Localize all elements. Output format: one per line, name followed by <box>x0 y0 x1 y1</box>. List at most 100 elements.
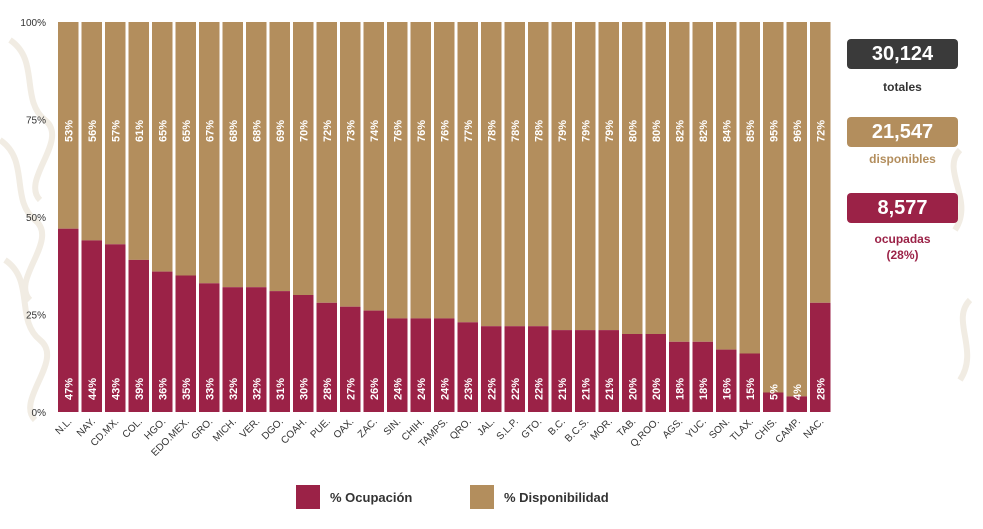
bar-label-occupied: 20% <box>627 378 639 400</box>
bar-occupied <box>622 334 643 412</box>
legend-available: % Disponibilidad <box>470 485 609 509</box>
bar-available <box>340 22 361 307</box>
bar-occupied <box>293 295 314 412</box>
bar-label-occupied: 35% <box>181 378 193 400</box>
bar-label-available: 84% <box>721 120 733 142</box>
bar-occupied <box>105 244 126 412</box>
occupied-caption-line1: ocupadas <box>874 232 931 246</box>
legend-occupied: % Ocupación <box>296 485 412 509</box>
bar-available <box>175 22 196 276</box>
bar-available <box>434 22 455 319</box>
bar-label-available: 77% <box>463 120 475 142</box>
bar-occupied <box>175 275 196 412</box>
bar-available <box>269 22 290 292</box>
bar-occupied <box>481 326 502 412</box>
bar-label-occupied: 22% <box>533 378 545 400</box>
x-category-label: MOR. <box>589 416 615 442</box>
bar-available <box>293 22 314 295</box>
bar-available <box>481 22 502 327</box>
bar-label-occupied: 28% <box>815 378 827 400</box>
bar-occupied <box>434 318 455 412</box>
bar-occupied <box>58 228 79 412</box>
bar-label-available: 76% <box>416 120 428 142</box>
bar-label-available: 68% <box>251 120 263 142</box>
bar-available <box>199 22 220 284</box>
total-value-box: 30,124 <box>847 39 958 69</box>
bar-label-occupied: 47% <box>63 378 75 400</box>
bar-label-occupied: 32% <box>251 378 263 400</box>
bar-label-available: 79% <box>604 120 616 142</box>
bar-label-available: 65% <box>157 120 169 142</box>
bar-occupied <box>128 259 149 412</box>
bar-available <box>222 22 243 288</box>
bar-occupied <box>739 353 760 412</box>
occupied-value-box: 8,577 <box>847 193 958 223</box>
x-category-label: COAH. <box>279 416 309 446</box>
bar-occupied <box>575 330 596 412</box>
occupied-caption: ocupadas (28%) <box>847 231 958 263</box>
bar-label-available: 96% <box>792 120 804 142</box>
bar-occupied <box>363 310 384 412</box>
bar-label-available: 61% <box>134 120 146 142</box>
bar-available <box>128 22 149 260</box>
legend-available-label: % Disponibilidad <box>504 489 609 505</box>
bar-available <box>246 22 267 288</box>
x-category-label: ZAC. <box>356 416 380 440</box>
bar-available <box>105 22 126 245</box>
bar-label-available: 79% <box>557 120 569 142</box>
y-tick-label: 100% <box>20 18 46 29</box>
bar-label-occupied: 16% <box>721 378 733 400</box>
bar-label-available: 70% <box>298 120 310 142</box>
bar-label-occupied: 24% <box>439 378 451 400</box>
bar-available <box>316 22 337 303</box>
x-category-label: GRO. <box>190 416 216 442</box>
bar-available <box>528 22 549 327</box>
bar-occupied <box>786 396 807 412</box>
bar-occupied <box>152 271 173 412</box>
bar-occupied <box>504 326 525 412</box>
bar-label-occupied: 33% <box>204 378 216 400</box>
bar-available <box>645 22 666 334</box>
y-axis: 0% 25% 50% 75% 100% <box>20 18 46 419</box>
bar-available <box>739 22 760 354</box>
bar-occupied <box>645 334 666 412</box>
x-category-label: N.L. <box>54 416 75 437</box>
bar-occupied <box>222 287 243 412</box>
bar-label-available: 57% <box>110 120 122 142</box>
total-caption: totales <box>883 80 922 94</box>
x-category-label: S.L.P. <box>495 416 521 442</box>
bar-occupied <box>763 392 784 412</box>
bar-label-occupied: 27% <box>345 378 357 400</box>
bar-available <box>598 22 619 331</box>
y-tick-label: 25% <box>26 311 46 322</box>
bar-occupied <box>457 322 478 412</box>
bar-label-available: 67% <box>204 120 216 142</box>
bar-label-available: 82% <box>698 120 710 142</box>
bar-label-available: 80% <box>627 120 639 142</box>
bar-label-available: 68% <box>228 120 240 142</box>
x-axis: N.L. NAY.CD.MX. COL.HGO.EDO.MEX.GRO.MICH. V… <box>54 416 827 458</box>
bar-occupied <box>528 326 549 412</box>
occupied-value: 8,577 <box>877 197 928 219</box>
bar-available <box>575 22 596 331</box>
x-category-label: NAC. <box>802 416 827 441</box>
bar-occupied <box>692 341 713 412</box>
bar-available <box>669 22 690 342</box>
bar-label-occupied: 22% <box>486 378 498 400</box>
bar-available <box>810 22 831 303</box>
bar-occupied <box>81 240 102 412</box>
bar-label-available: 78% <box>486 120 498 142</box>
bar-label-occupied: 36% <box>157 378 169 400</box>
bar-label-occupied: 31% <box>275 378 287 400</box>
bar-occupied <box>410 318 431 412</box>
bar-occupied <box>598 330 619 412</box>
x-category-label: OAX. <box>332 416 357 441</box>
bar-available <box>363 22 384 311</box>
bar-occupied <box>387 318 408 412</box>
x-category-label: PUE. <box>309 416 333 440</box>
bar-label-available: 76% <box>392 120 404 142</box>
available-value-box: 21,547 <box>847 117 958 147</box>
bar-available <box>716 22 737 350</box>
bar-label-occupied: 5% <box>768 384 780 400</box>
x-category-label: CAMP. <box>774 416 803 445</box>
